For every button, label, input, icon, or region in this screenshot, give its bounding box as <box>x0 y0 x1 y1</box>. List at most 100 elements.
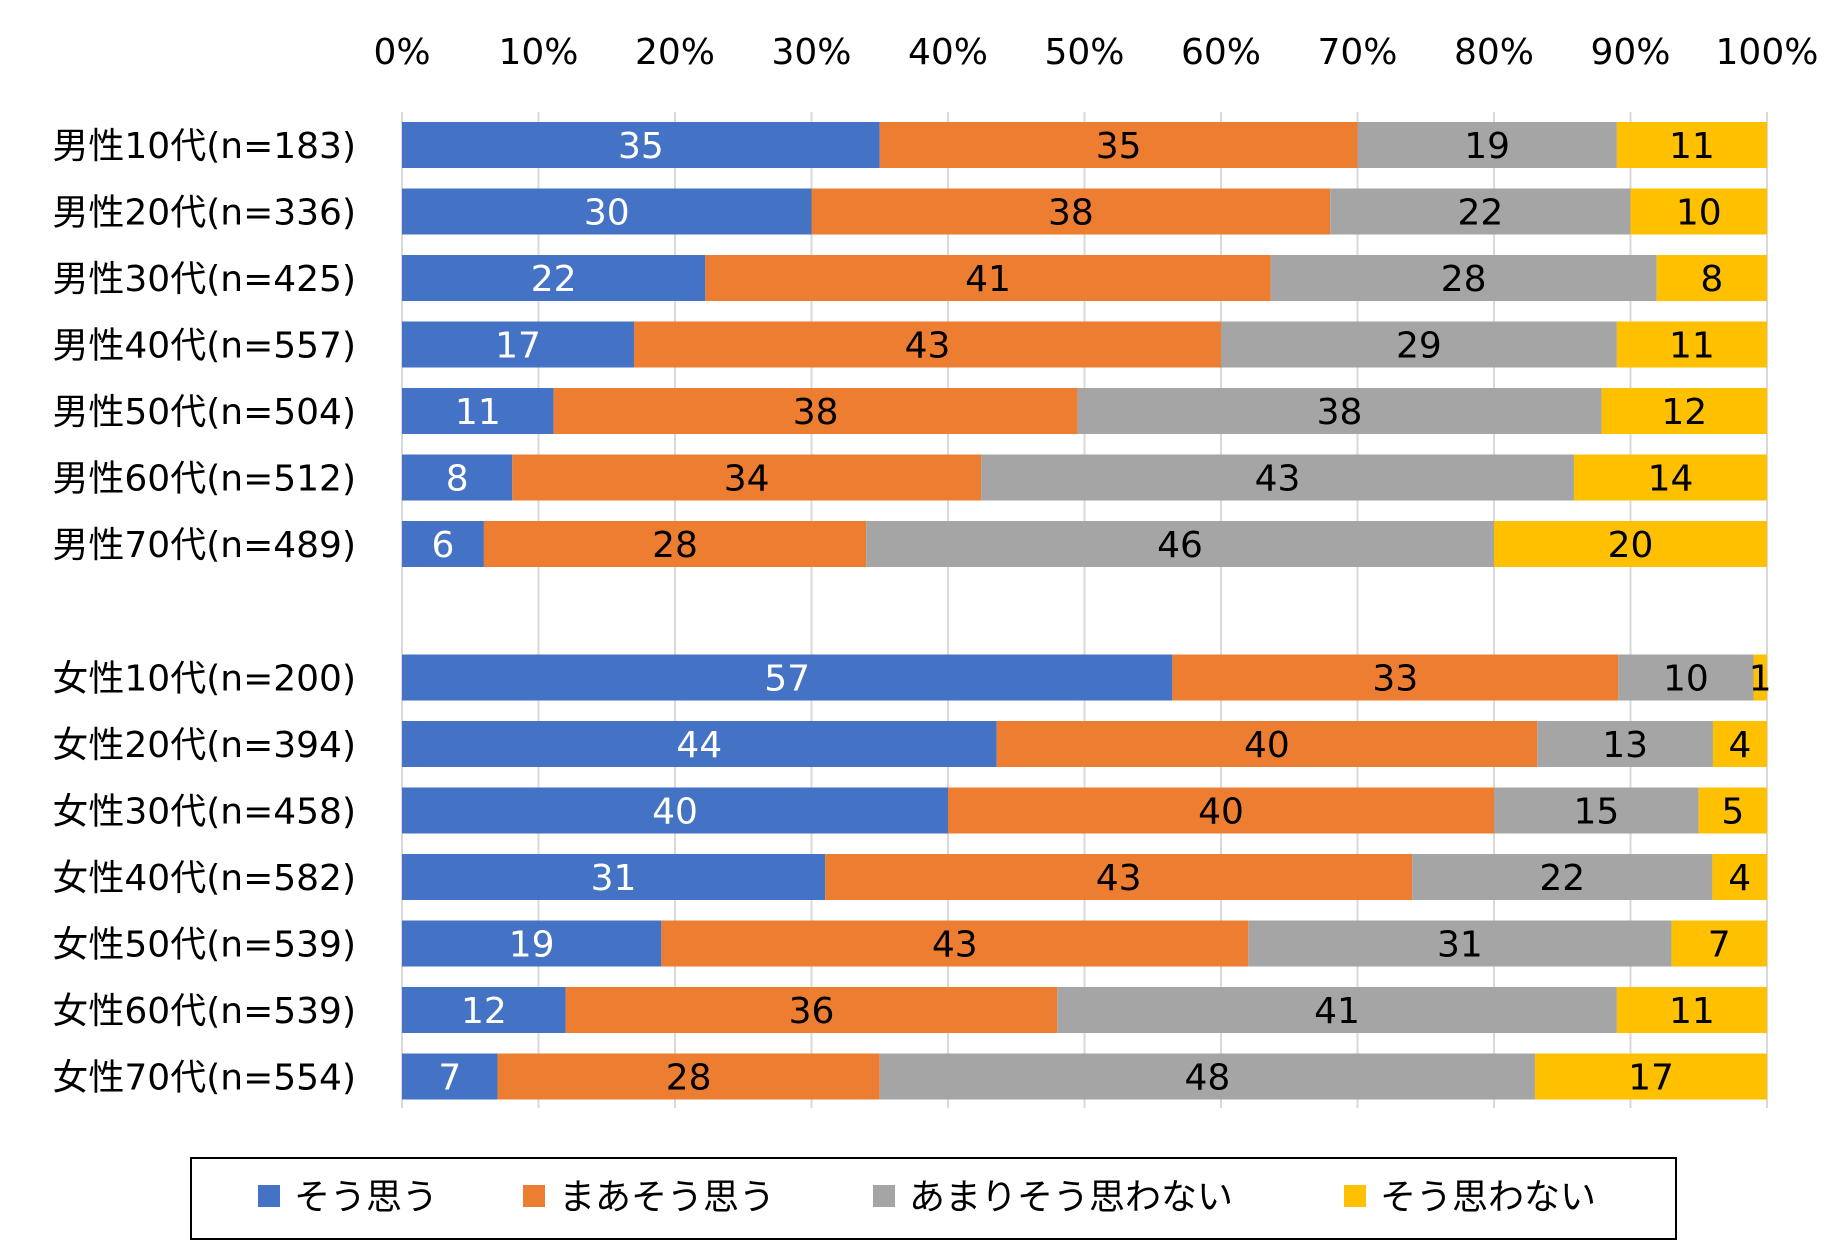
data-label: 12 <box>461 991 507 1032</box>
legend-label: そう思わない <box>1380 1177 1596 1218</box>
data-label: 17 <box>495 326 541 367</box>
data-label: 22 <box>531 259 577 300</box>
data-label: 28 <box>666 1058 712 1099</box>
bar-segment <box>402 454 513 501</box>
bar-segment <box>1494 521 1767 567</box>
data-label: 22 <box>1539 858 1585 899</box>
data-label: 40 <box>1198 792 1244 833</box>
bar-segment <box>402 521 484 567</box>
x-tick-label: 10% <box>498 32 578 73</box>
bar-segment <box>879 122 1358 168</box>
bar-segment <box>402 321 635 368</box>
data-label: 10 <box>1663 659 1709 700</box>
bar-segment <box>1656 255 1767 301</box>
x-tick-label: 100% <box>1716 32 1819 73</box>
bar-segment <box>1057 987 1617 1033</box>
bar-segment <box>1616 987 1767 1033</box>
data-label: 22 <box>1457 193 1503 234</box>
bar-segment <box>402 388 554 434</box>
bar-segment <box>1248 920 1672 967</box>
bar-segment <box>1412 854 1713 900</box>
bar-segment <box>1494 787 1699 834</box>
bar-segment <box>512 454 982 501</box>
data-label: 7 <box>1708 925 1731 966</box>
data-label: 38 <box>1317 392 1363 433</box>
bar-segment <box>553 388 1078 434</box>
data-label: 34 <box>724 459 770 500</box>
data-label: 30 <box>584 193 630 234</box>
bar-segment <box>1077 388 1602 434</box>
data-label: 7 <box>438 1058 461 1099</box>
category-label: 男性10代(n=183) <box>52 126 356 167</box>
bar-segment <box>1357 122 1617 168</box>
data-label: 43 <box>932 925 978 966</box>
data-label: 20 <box>1608 525 1654 566</box>
category-label: 女性50代(n=539) <box>52 925 356 966</box>
bar-segment <box>402 654 1173 701</box>
x-tick-label: 30% <box>771 32 851 73</box>
data-label: 14 <box>1648 459 1694 500</box>
data-label: 38 <box>793 392 839 433</box>
bar-segment <box>1601 388 1767 434</box>
bar-segment <box>1270 255 1657 301</box>
legend-swatch <box>258 1185 280 1207</box>
bar-segment <box>1712 721 1767 767</box>
x-axis-tick-labels: 0% 10% 20% 30% 40% 50% 60% 70% 80% 90% 100% <box>373 32 1818 73</box>
data-label: 4 <box>1728 858 1751 899</box>
data-label: 36 <box>789 991 835 1032</box>
category-label: 女性30代(n=458) <box>52 792 356 833</box>
category-label: 男性20代(n=336) <box>52 193 356 234</box>
category-label: 女性20代(n=394) <box>52 725 356 766</box>
data-label: 19 <box>509 925 555 966</box>
bar-segment <box>705 255 1271 301</box>
data-label: 4 <box>1729 725 1752 766</box>
data-label: 38 <box>1048 193 1094 234</box>
bar-segment <box>879 1053 1535 1100</box>
bar-segment <box>402 987 566 1033</box>
data-label: 11 <box>455 392 501 433</box>
data-label: 35 <box>618 126 664 167</box>
bar-segment <box>402 255 706 301</box>
bar-segment <box>402 721 997 767</box>
data-label: 11 <box>1669 326 1715 367</box>
bar-segment <box>634 321 1221 368</box>
data-label: 43 <box>1096 858 1142 899</box>
data-label: 41 <box>1314 991 1360 1032</box>
data-label: 35 <box>1096 126 1142 167</box>
bar-segment <box>981 454 1574 501</box>
bar-segment <box>402 122 880 168</box>
legend-label: あまりそう思わない <box>909 1177 1233 1218</box>
data-label: 8 <box>1700 259 1723 300</box>
bar-segment <box>661 920 1249 967</box>
x-tick-label: 80% <box>1454 32 1534 73</box>
x-tick-label: 0% <box>373 32 430 73</box>
x-tick-label: 20% <box>635 32 715 73</box>
legend-swatch <box>873 1185 895 1207</box>
bar-segment <box>1630 188 1767 235</box>
data-label: 46 <box>1157 525 1203 566</box>
x-tick-label: 90% <box>1590 32 1670 73</box>
legend-box <box>190 1157 1677 1240</box>
bar-segment <box>1534 1053 1767 1100</box>
bar-segment <box>948 787 1494 834</box>
category-label: 男性70代(n=489) <box>52 525 356 566</box>
x-tick-label: 60% <box>1181 32 1261 73</box>
bar-segment <box>825 854 1413 900</box>
data-label: 8 <box>446 459 469 500</box>
bar-segment <box>996 721 1538 767</box>
data-label: 44 <box>676 725 722 766</box>
data-label: 40 <box>1244 725 1290 766</box>
bar-segment <box>1616 122 1767 168</box>
data-label: 33 <box>1372 659 1418 700</box>
data-label: 43 <box>905 326 951 367</box>
category-label: 女性70代(n=554) <box>52 1058 356 1099</box>
x-tick-label: 50% <box>1044 32 1124 73</box>
bar-segment <box>1172 654 1619 701</box>
legend-swatch <box>523 1185 545 1207</box>
x-tick-label: 40% <box>908 32 988 73</box>
data-label: 57 <box>764 659 810 700</box>
data-label: 41 <box>965 259 1011 300</box>
legend-label: そう思う <box>294 1177 438 1218</box>
bar-segment <box>1330 188 1631 235</box>
data-label: 43 <box>1255 459 1301 500</box>
